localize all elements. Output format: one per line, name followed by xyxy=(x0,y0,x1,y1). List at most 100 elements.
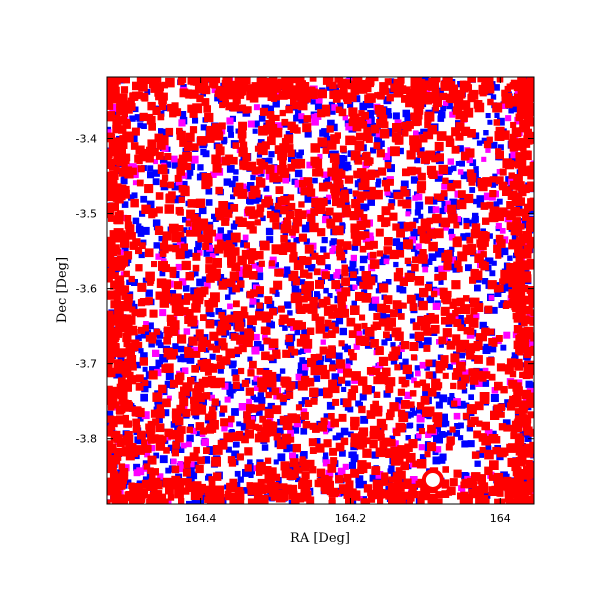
data-point xyxy=(328,311,336,319)
data-point xyxy=(317,324,324,331)
data-point xyxy=(418,342,425,349)
data-point xyxy=(493,119,501,126)
data-point xyxy=(375,182,381,188)
data-point xyxy=(485,113,491,119)
data-point xyxy=(393,453,401,462)
data-point xyxy=(114,434,123,442)
data-point xyxy=(178,498,185,504)
data-point xyxy=(109,191,118,200)
data-point xyxy=(384,162,392,169)
data-point xyxy=(221,136,228,144)
data-point xyxy=(361,289,368,296)
data-point xyxy=(328,330,336,338)
data-point xyxy=(357,191,367,201)
data-point xyxy=(438,342,444,348)
data-point xyxy=(377,303,386,313)
data-point xyxy=(352,284,358,290)
data-point xyxy=(212,445,223,455)
data-point xyxy=(440,190,448,197)
data-point xyxy=(107,243,116,252)
data-point xyxy=(384,78,392,86)
data-point xyxy=(164,428,173,438)
data-point xyxy=(373,189,383,200)
data-point xyxy=(419,379,427,386)
data-point xyxy=(177,225,184,232)
data-point xyxy=(507,255,513,261)
data-point xyxy=(165,434,171,441)
data-point xyxy=(277,165,287,175)
data-point xyxy=(114,211,124,221)
data-point xyxy=(273,262,279,268)
data-point xyxy=(434,96,442,104)
data-point xyxy=(276,82,284,90)
data-point xyxy=(511,233,519,241)
data-point xyxy=(427,424,436,434)
data-point xyxy=(432,413,442,423)
data-point xyxy=(324,264,331,271)
data-point xyxy=(107,249,114,257)
data-point xyxy=(172,343,179,350)
data-point xyxy=(232,175,239,182)
data-point xyxy=(205,309,213,317)
data-point xyxy=(514,303,523,312)
data-point xyxy=(226,165,235,173)
data-point xyxy=(306,459,315,469)
data-point xyxy=(121,365,131,376)
data-point xyxy=(327,464,337,473)
data-point xyxy=(273,373,282,382)
data-point xyxy=(512,395,522,405)
data-point xyxy=(255,409,263,416)
data-point xyxy=(275,122,283,130)
data-point xyxy=(211,86,219,94)
data-point xyxy=(152,392,162,402)
data-point xyxy=(269,287,276,294)
data-point xyxy=(494,381,503,391)
data-point xyxy=(214,489,222,497)
data-point xyxy=(414,250,422,258)
data-point xyxy=(456,199,467,210)
data-point xyxy=(377,433,385,441)
data-point xyxy=(381,472,389,480)
data-point xyxy=(410,228,416,235)
data-point xyxy=(156,434,164,442)
data-point xyxy=(523,396,530,403)
data-point xyxy=(302,363,309,371)
data-point xyxy=(190,491,200,500)
data-point xyxy=(320,369,330,380)
data-point xyxy=(251,379,258,386)
data-point xyxy=(303,95,311,103)
data-point xyxy=(234,470,241,477)
data-point xyxy=(413,229,419,236)
data-point xyxy=(432,302,440,310)
data-point xyxy=(484,305,493,314)
data-point xyxy=(334,89,344,100)
data-point xyxy=(139,112,148,122)
data-point xyxy=(155,416,163,424)
data-point xyxy=(523,295,533,305)
data-point xyxy=(279,368,286,374)
data-point xyxy=(432,456,441,465)
data-point xyxy=(185,230,193,237)
data-point xyxy=(470,472,478,480)
data-point xyxy=(116,348,126,358)
data-point xyxy=(131,192,138,199)
data-point xyxy=(367,169,376,178)
data-point xyxy=(310,354,318,361)
data-point xyxy=(263,185,270,192)
data-point xyxy=(292,443,301,453)
data-point xyxy=(191,498,198,504)
data-point xyxy=(526,286,534,294)
data-point xyxy=(310,208,319,216)
data-point xyxy=(198,77,208,86)
data-point xyxy=(485,445,492,452)
data-point xyxy=(488,295,495,301)
data-point xyxy=(300,462,310,472)
data-point xyxy=(360,415,369,424)
data-point xyxy=(335,352,343,360)
data-point xyxy=(288,274,296,282)
data-point xyxy=(371,77,379,82)
data-point xyxy=(375,135,382,142)
data-point xyxy=(519,189,527,197)
data-point xyxy=(141,439,148,446)
data-point xyxy=(128,194,135,201)
